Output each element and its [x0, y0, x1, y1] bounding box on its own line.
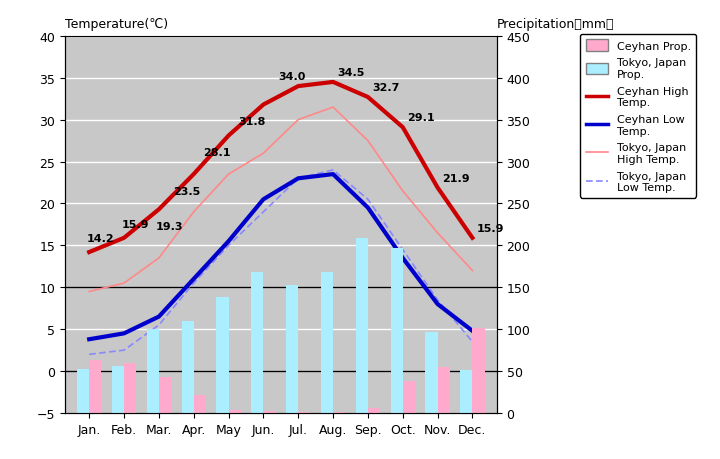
Bar — [216, 298, 228, 413]
Bar — [390, 248, 402, 413]
Bar — [194, 396, 206, 413]
Text: 14.2: 14.2 — [86, 234, 114, 243]
Bar — [77, 369, 89, 413]
Bar — [426, 332, 438, 413]
Bar — [368, 408, 380, 413]
Bar — [472, 329, 485, 413]
Bar — [402, 381, 415, 413]
Text: 34.5: 34.5 — [337, 68, 364, 78]
Text: 31.8: 31.8 — [238, 117, 266, 127]
Bar — [124, 363, 136, 413]
Bar — [286, 285, 298, 413]
Text: 29.1: 29.1 — [407, 113, 435, 123]
Bar — [356, 238, 368, 413]
Text: 19.3: 19.3 — [156, 221, 184, 231]
Legend: Ceyhan Prop., Tokyo, Japan
Prop., Ceyhan High
Temp., Ceyhan Low
Temp., Tokyo, Ja: Ceyhan Prop., Tokyo, Japan Prop., Ceyhan… — [580, 35, 696, 198]
Text: 21.9: 21.9 — [442, 173, 469, 183]
Bar — [181, 321, 194, 413]
Bar — [251, 273, 264, 413]
Bar — [438, 367, 450, 413]
Text: 15.9: 15.9 — [121, 219, 149, 229]
Text: 32.7: 32.7 — [372, 83, 400, 93]
Bar — [159, 377, 171, 413]
Bar — [321, 273, 333, 413]
Text: Precipitation（mm）: Precipitation（mm） — [497, 18, 614, 31]
Text: 28.1: 28.1 — [204, 148, 231, 157]
Bar — [228, 410, 240, 413]
Bar — [264, 411, 276, 413]
Text: 34.0: 34.0 — [279, 72, 306, 82]
Bar — [298, 412, 310, 413]
Bar — [333, 412, 346, 413]
Text: Temperature(℃): Temperature(℃) — [65, 18, 168, 31]
Bar — [89, 360, 102, 413]
Bar — [147, 330, 159, 413]
Bar — [460, 370, 472, 413]
Bar — [112, 366, 124, 413]
Text: 15.9: 15.9 — [477, 224, 504, 233]
Text: 23.5: 23.5 — [173, 186, 200, 196]
